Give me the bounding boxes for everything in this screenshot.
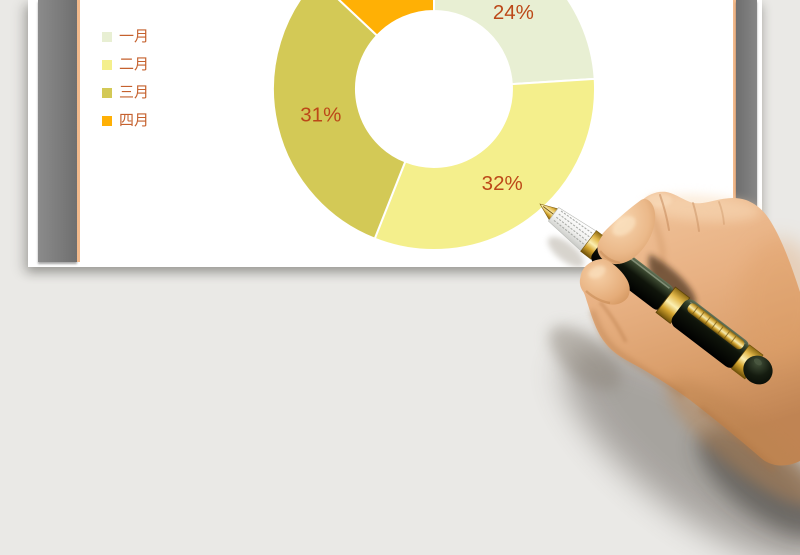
pen-cap	[671, 299, 749, 368]
pen-clip	[687, 303, 745, 350]
data-label: 24%	[493, 1, 534, 24]
hand-edge-shading	[589, 309, 686, 399]
legend-item: 四月	[102, 113, 149, 128]
donut-chart: 24% 32% 31%	[272, 0, 597, 252]
pen-tail-ring	[730, 344, 764, 380]
pen-center-band	[655, 286, 691, 324]
legend-swatch	[102, 115, 112, 126]
donut-slice	[337, 0, 435, 37]
cap-sheen	[689, 301, 746, 345]
legend-label: 四月	[119, 112, 150, 129]
data-label: 32%	[482, 172, 523, 195]
donut-slice	[373, 77, 597, 252]
right-accent-line	[733, 0, 736, 262]
left-accent-line	[77, 0, 80, 262]
finger-shading	[598, 301, 628, 343]
legend-swatch	[102, 31, 112, 42]
legend-swatch	[102, 87, 112, 98]
chart-legend: 一月 二月 三月 四月	[102, 29, 149, 141]
legend-item: 三月	[102, 85, 149, 100]
legend-item: 二月	[102, 57, 149, 72]
legend-label: 二月	[119, 56, 150, 73]
legend-label: 三月	[119, 84, 150, 101]
pen-end-dome	[743, 355, 773, 385]
donut-slice	[433, 0, 596, 86]
legend-swatch	[102, 59, 112, 70]
document-sheet: 一月二月三月四月 24% 32% 31%	[28, 0, 762, 267]
legend-item: 一月	[102, 29, 149, 44]
left-gray-band	[38, 0, 77, 262]
thumb-shade	[585, 290, 611, 305]
legend-label: 一月	[119, 28, 150, 45]
data-label: 31%	[300, 103, 341, 126]
clip-engraving	[692, 306, 737, 344]
dome-highlight	[753, 358, 762, 366]
cast-shadows	[547, 236, 800, 555]
donut-slice	[272, 0, 407, 240]
wrist-shading	[698, 405, 777, 473]
